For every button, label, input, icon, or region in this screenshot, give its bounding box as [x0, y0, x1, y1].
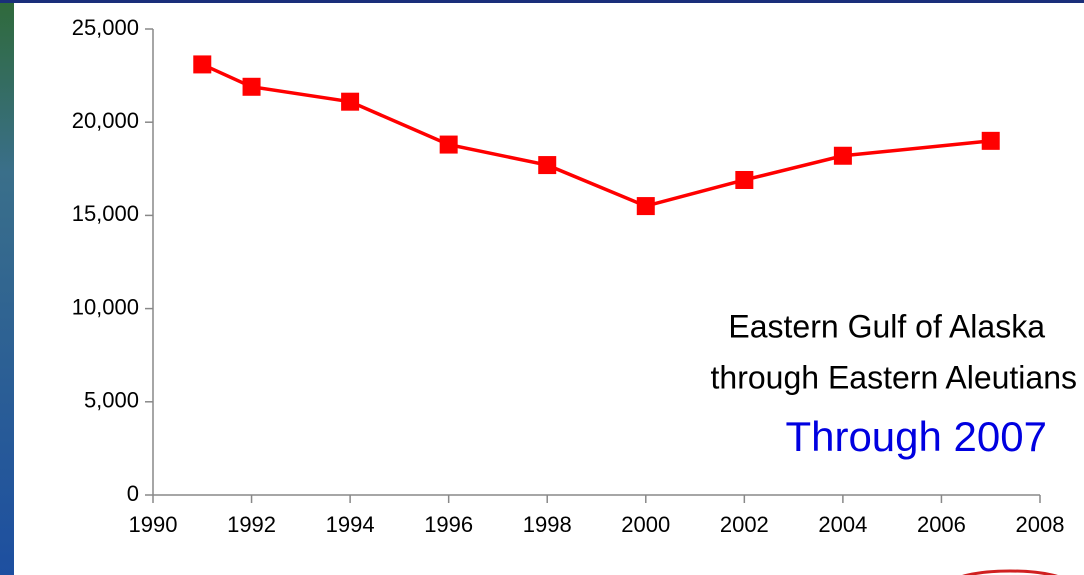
y-tick-label: 20,000	[72, 108, 139, 133]
marker	[193, 55, 212, 74]
y-tick-label: 25,000	[72, 15, 139, 40]
x-tick-label: 2006	[917, 512, 966, 537]
marker	[833, 146, 852, 165]
annotation: Eastern Gulf of Alaska	[728, 308, 1045, 344]
marker	[981, 131, 1000, 150]
x-tick-label: 1994	[326, 512, 375, 537]
y-tick-label: 5,000	[84, 388, 139, 413]
x-tick-label: 1990	[129, 512, 178, 537]
annotation: through Eastern Aleutians	[711, 359, 1077, 395]
y-tick-label: 0	[127, 481, 139, 506]
x-tick-label: 2004	[818, 512, 867, 537]
annotation: Through 2007	[785, 413, 1047, 460]
marker	[242, 77, 261, 96]
marker	[735, 170, 754, 189]
top-border	[0, 0, 1084, 3]
x-tick-label: 2000	[621, 512, 670, 537]
x-tick-label: 2008	[1016, 512, 1065, 537]
side-strip	[0, 0, 14, 575]
marker	[341, 92, 360, 111]
x-tick-label: 1996	[424, 512, 473, 537]
marker	[439, 135, 458, 154]
x-tick-label: 1992	[227, 512, 276, 537]
decoration	[962, 569, 1058, 575]
marker	[538, 156, 557, 175]
x-tick-label: 1998	[523, 512, 572, 537]
y-tick-label: 10,000	[72, 294, 139, 319]
x-tick-label: 2002	[720, 512, 769, 537]
marker	[636, 197, 655, 216]
y-tick-label: 15,000	[72, 201, 139, 226]
